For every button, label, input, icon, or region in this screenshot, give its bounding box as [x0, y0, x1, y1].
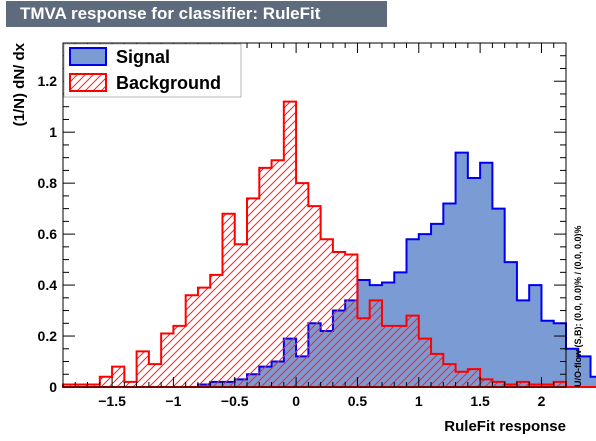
- x-tick-label: 2: [538, 393, 546, 409]
- y-axis-title: (1/N) dN/ dx: [11, 42, 28, 126]
- y-tick-label: 0: [49, 379, 57, 395]
- x-tick-label: 1: [415, 393, 423, 409]
- legend-signal-swatch: [69, 47, 107, 66]
- y-tick-label: 1: [49, 124, 57, 140]
- x-tick-label: −1.5: [98, 393, 126, 409]
- chart-title: TMVA response for classifier: RuleFit: [6, 1, 387, 27]
- plot-frame: [62, 42, 567, 388]
- y-tick-label: 1.2: [38, 73, 58, 89]
- x-tick-label: 0.5: [348, 393, 368, 409]
- legend-signal-label: Signal: [116, 47, 170, 67]
- y-axis: 0 0.2 0.4 0.6 0.8 1 1.2: [38, 55, 566, 395]
- y-tick-label: 0.4: [38, 277, 58, 293]
- legend: Signal Background: [63, 43, 242, 98]
- x-tick-label: 0: [292, 393, 300, 409]
- x-tick-label: 1.5: [470, 393, 490, 409]
- y-tick-label: 0.8: [38, 175, 58, 191]
- legend-background-label: Background: [116, 73, 221, 93]
- x-tick-label: −1: [165, 393, 181, 409]
- legend-background-swatch: [69, 73, 107, 92]
- overflow-label: U/O-flow (S,B): (0.0, 0.0)% / (0.0, 0.0)…: [573, 225, 583, 387]
- x-axis-title: RuleFit response: [444, 418, 566, 435]
- y-tick-label: 0.2: [38, 328, 58, 344]
- x-tick-label: −0.5: [221, 393, 249, 409]
- y-tick-label: 0.6: [38, 226, 58, 242]
